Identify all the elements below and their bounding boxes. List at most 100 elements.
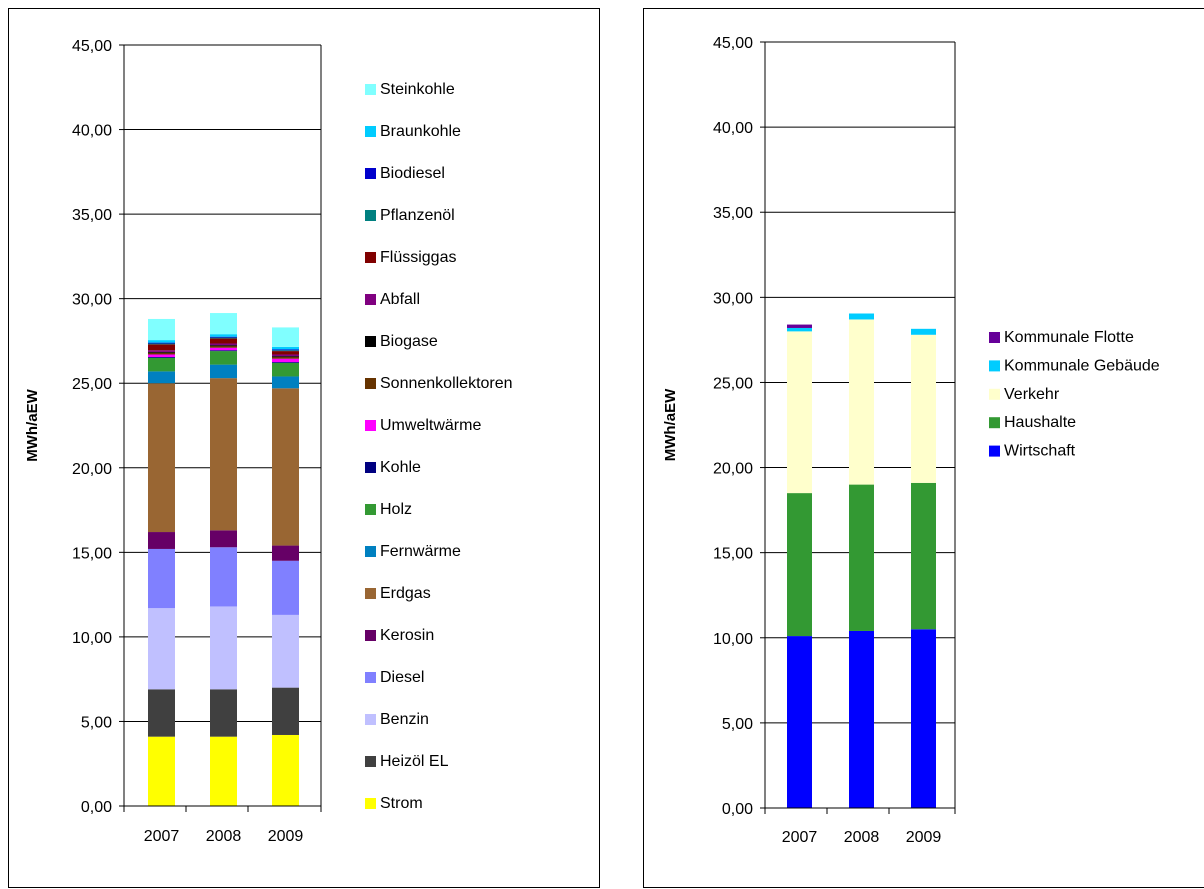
legend-label: Erdgas <box>380 585 431 602</box>
bar-segment-heizöl-el <box>272 687 299 735</box>
legend-label: Steinkohle <box>380 81 455 98</box>
legend-swatch <box>365 336 376 347</box>
bar-segment-abfall <box>272 354 299 357</box>
y-axis-label: MWh/aEW <box>662 388 679 461</box>
bar-segment-strom <box>148 736 175 806</box>
bar-segment-haushalte <box>787 493 812 637</box>
y-tick-label: 10,00 <box>72 630 112 647</box>
legend-label: Diesel <box>380 669 424 686</box>
bar-segment-kohle <box>148 357 175 358</box>
y-tick-label: 0,00 <box>81 799 112 816</box>
x-tick-label: 2009 <box>268 828 304 845</box>
bar-segment-biogase <box>272 356 299 358</box>
bar-segment-wirtschaft <box>911 629 936 808</box>
bar-segment-erdgas <box>148 383 175 533</box>
bar-segment-sonnenkollektoren <box>272 357 299 359</box>
legend-swatch <box>365 210 376 221</box>
legend-swatch <box>989 332 1000 343</box>
legend-label: Heizöl EL <box>380 753 449 770</box>
bar-segment-kohle <box>210 350 237 352</box>
bar-segment-pflanzenöl <box>272 350 299 352</box>
x-tick-label: 2009 <box>906 829 942 846</box>
bar-segment-wirtschaft <box>787 636 812 808</box>
legend-swatch <box>365 798 376 809</box>
bar-segment-braunkohle <box>210 334 237 337</box>
bar-segment-fernwärme <box>210 364 237 379</box>
bar-segment-diesel <box>272 560 299 615</box>
y-tick-label: 15,00 <box>72 545 112 562</box>
legend-label: Kohle <box>380 459 421 476</box>
legend-swatch <box>365 546 376 557</box>
legend-label: Abfall <box>380 291 420 308</box>
bar-segment-haushalte <box>849 484 874 631</box>
legend-swatch <box>365 420 376 431</box>
bar-segment-umweltwärme <box>148 354 175 358</box>
bar-segment-fernwärme <box>148 371 175 384</box>
bar-segment-haushalte <box>911 482 936 630</box>
bar-segment-kommunale-gebäude <box>911 328 936 335</box>
bar-segment-heizöl-el <box>148 689 175 737</box>
legend-swatch <box>365 168 376 179</box>
bar-segment-sonnenkollektoren <box>210 346 237 348</box>
legend-label: Umweltwärme <box>380 417 481 434</box>
legend-swatch <box>989 445 1000 457</box>
legend-label: Wirtschaft <box>1004 443 1076 460</box>
bar-segment-diesel <box>148 548 175 609</box>
y-tick-label: 30,00 <box>72 292 112 309</box>
legend-label: Braunkohle <box>380 123 461 140</box>
bar-segment-kerosin <box>148 532 175 549</box>
bar-segment-umweltwärme <box>272 358 299 363</box>
legend-swatch <box>365 84 376 95</box>
bar-segment-strom <box>272 734 299 806</box>
legend-swatch <box>365 714 376 725</box>
y-tick-label: 30,00 <box>713 290 753 307</box>
bar-segment-pflanzenöl <box>148 343 175 345</box>
legend-label: Verkehr <box>1004 386 1060 403</box>
bar-segment-steinkohle <box>148 318 175 341</box>
energy-source-chart: 0,00 5,00 10,00 15,00 20,00 25,00 30,00 35,00 40… <box>24 38 513 845</box>
legend-swatch <box>989 417 1000 429</box>
y-tick-label: 20,00 <box>713 461 753 478</box>
bar-segment-abfall <box>148 350 175 352</box>
bar-segment-verkehr <box>787 331 812 494</box>
bar-segment-strom <box>210 736 237 806</box>
x-tick-label: 2007 <box>144 828 180 845</box>
bar-segment-braunkohle <box>272 346 299 350</box>
y-tick-label: 35,00 <box>72 207 112 224</box>
bar-segment-sonnenkollektoren <box>148 352 175 355</box>
bar-segment-diesel <box>210 547 237 607</box>
bar-segment-erdgas <box>210 378 237 531</box>
bar-segment-biogase <box>148 351 175 353</box>
bar-segment-verkehr <box>911 334 936 483</box>
bar-segment-flüssiggas <box>148 344 175 351</box>
bar-segment-holz <box>210 351 237 365</box>
bar-segment-abfall <box>210 343 237 346</box>
bar-segment-holz <box>272 362 299 377</box>
legend-label: Haushalte <box>1004 414 1076 431</box>
bar-segment-biodiesel <box>210 336 237 338</box>
y-tick-label: 25,00 <box>72 376 112 393</box>
bar-segment-flüssiggas <box>210 338 237 344</box>
legend-label: Kommunale Flotte <box>1004 329 1134 346</box>
legend-swatch <box>365 378 376 389</box>
legend-label: Benzin <box>380 711 429 728</box>
bar-segment-pflanzenöl <box>210 337 237 339</box>
bar-segment-wirtschaft <box>849 630 874 808</box>
legend-label: Biogase <box>380 333 438 350</box>
legend-swatch <box>365 462 376 473</box>
legend-swatch <box>365 756 376 767</box>
bar-segment-biogase <box>210 345 237 347</box>
y-tick-label: 15,00 <box>713 546 753 563</box>
right-chart-panel: 0,00 5,00 10,00 15,00 20,00 25,00 30,00 35,00 40… <box>643 8 1204 888</box>
bar-segment-flüssiggas <box>272 351 299 355</box>
bar-segment-heizöl-el <box>210 689 237 737</box>
y-tick-label: 25,00 <box>713 375 753 392</box>
legend-label: Pflanzenöl <box>380 207 455 224</box>
bar-segment-biodiesel <box>148 342 175 344</box>
bar-segment-biodiesel <box>272 349 299 351</box>
bar-segment-holz <box>148 357 175 372</box>
y-tick-label: 10,00 <box>713 631 753 648</box>
bar-segment-kohle <box>272 362 299 363</box>
y-tick-label: 45,00 <box>72 38 112 55</box>
legend-swatch <box>365 588 376 599</box>
